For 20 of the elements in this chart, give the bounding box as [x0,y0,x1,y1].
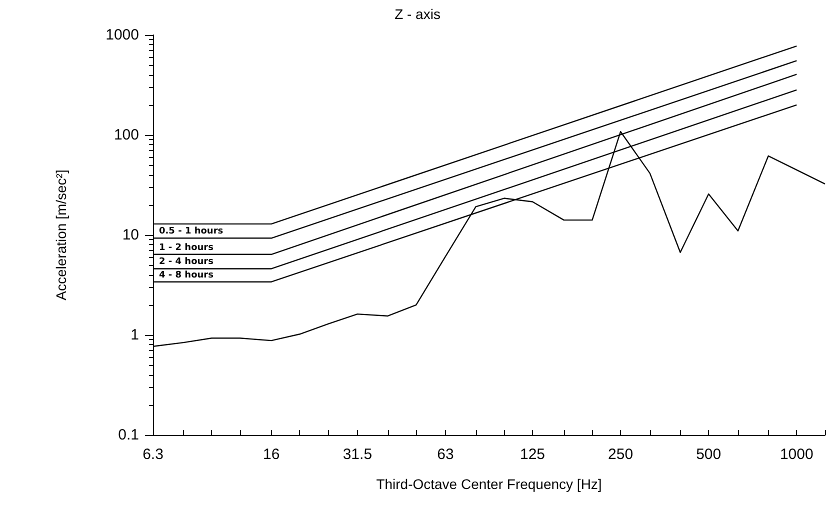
series-label: 2 - 4 hours [159,257,214,268]
x-tick-label: 31.5 [342,446,372,463]
y-tick-label: 10 [122,226,139,244]
x-tick-label: 6.3 [142,446,164,463]
x-tick-label: 16 [263,446,280,463]
y-axis-title: Acceleration [m/sec²] [53,170,69,300]
series-label: 4 - 8 hours [159,270,214,280]
y-tick-label: 100 [114,126,139,144]
y-tick-label: 1000 [106,26,139,44]
y-tick-label: 1 [130,326,139,344]
series-label: 0.5 - 1 hours [159,226,224,237]
y-tick-label: 0.1 [118,426,139,444]
x-tick-label: 250 [608,446,634,463]
x-axis-title: Third-Octave Center Frequency [Hz] [376,476,602,492]
x-tick-label: 1000 [780,446,814,463]
x-tick-label: 125 [520,446,546,463]
x-tick-label: 500 [696,446,722,463]
chart-title: Z - axis [394,6,440,22]
series-label: 1 - 2 hours [159,242,214,253]
x-tick-label: 63 [437,446,454,463]
